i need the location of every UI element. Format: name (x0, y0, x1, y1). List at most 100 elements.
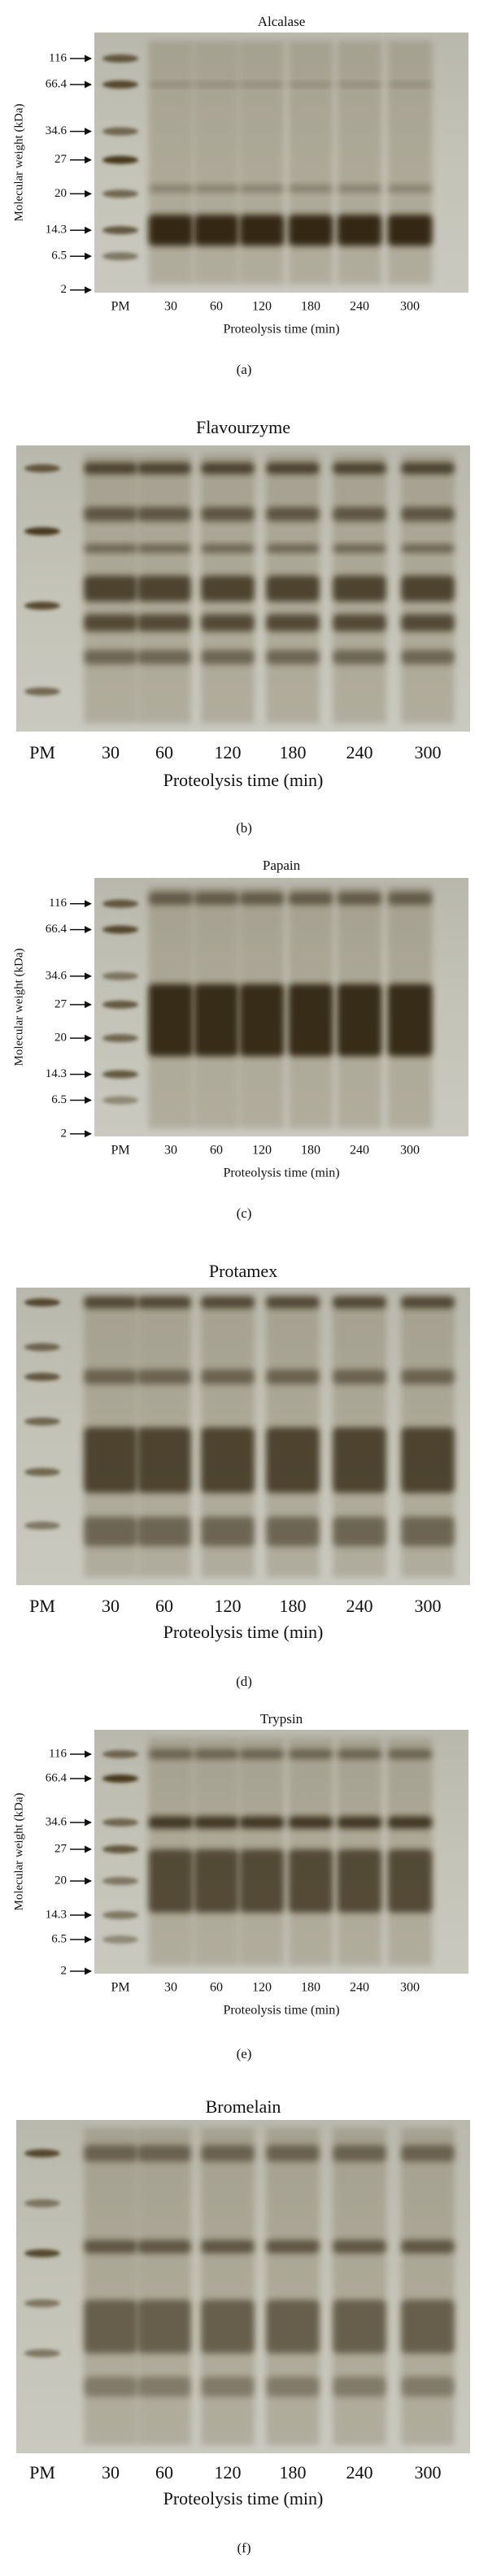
protein-band (194, 1849, 239, 1913)
protein-band (266, 544, 320, 553)
marker-label: 6.5 (51, 250, 67, 263)
protein-band (266, 2239, 320, 2253)
protein-band (201, 2300, 255, 2353)
protein-band (148, 892, 194, 906)
lane-smear (288, 41, 333, 285)
protein-band (333, 614, 386, 632)
protein-band (84, 2376, 137, 2397)
protein-band (137, 2239, 191, 2253)
lane-smear (387, 41, 433, 285)
protein-band (201, 614, 255, 632)
panel: Bromelain PM 30 60 120 180 240 300 Proteolysis t… (16, 2096, 470, 2556)
protein-band (266, 2144, 320, 2162)
protein-band (266, 1516, 320, 1547)
marker-label: 116 (49, 51, 67, 64)
lane-smear (201, 2128, 255, 2445)
protein-band (201, 463, 255, 475)
protein-band (201, 2239, 255, 2253)
x-axis-label: Proteolysis time (min) (223, 1166, 339, 1180)
lane-smear (137, 2128, 191, 2445)
lane-label: 300 (415, 2462, 442, 2483)
protein-band (137, 544, 191, 553)
protein-band (137, 1516, 191, 1547)
marker-label: 116 (49, 897, 67, 910)
panel-caption: (e) (237, 2046, 252, 2061)
lane-label: 240 (350, 1981, 369, 1995)
marker-band (102, 1935, 138, 1944)
protein-band (201, 1296, 255, 1309)
protein-band (266, 614, 320, 632)
protein-band (239, 81, 285, 88)
protein-band (288, 984, 333, 1057)
protein-band (239, 892, 285, 906)
panel-title: Alcalase (258, 14, 306, 29)
protein-band (333, 1516, 386, 1547)
lane-label: 120 (215, 2462, 242, 2483)
lane-label: 60 (155, 742, 173, 762)
protein-band (84, 2144, 137, 2162)
marker-band (24, 1467, 60, 1476)
panel-caption: (d) (236, 1674, 252, 1689)
marker-label: 66.4 (46, 923, 68, 936)
lane-label: 180 (280, 2462, 307, 2483)
marker-band (102, 1911, 138, 1919)
x-axis-label: Proteolysis time (min) (163, 1622, 324, 1642)
lane-smear (266, 2128, 320, 2445)
protein-band (401, 1427, 455, 1493)
marker-band (24, 602, 60, 610)
protein-band (337, 1849, 382, 1913)
protein-band (333, 2144, 386, 2162)
protein-band (148, 215, 194, 246)
protein-band (288, 1849, 333, 1913)
marker-label: 14.3 (46, 1908, 67, 1921)
protein-band (266, 1369, 320, 1384)
panel: Trypsin PM 30 60 120 180 240 300 116 66.4 34.6 27 20… (12, 1711, 468, 2061)
protein-band (194, 81, 239, 88)
x-axis-label: Proteolysis time (min) (223, 323, 339, 337)
lane-label: 300 (400, 1144, 420, 1158)
marker-band (102, 1750, 138, 1758)
protein-band (239, 984, 285, 1057)
protein-band (194, 984, 239, 1057)
marker-band (102, 899, 138, 908)
protein-band (401, 614, 455, 632)
protein-band (288, 215, 333, 246)
protein-band (137, 2300, 191, 2353)
protein-band (333, 2300, 386, 2353)
protein-band (288, 1749, 333, 1759)
y-axis-label: Molecular weight (kDa) (12, 949, 25, 1066)
protein-band (288, 1816, 333, 1829)
lane-label: 30 (102, 742, 120, 762)
marker-band (102, 155, 138, 164)
protein-band (337, 1749, 382, 1759)
protein-band (401, 649, 455, 665)
marker-label: 116 (49, 1747, 67, 1760)
protein-band (239, 1849, 285, 1913)
protein-band (333, 1296, 386, 1309)
protein-band (201, 506, 255, 522)
protein-band (401, 506, 455, 522)
protein-band (337, 892, 382, 906)
x-axis-label: Proteolysis time (min) (163, 2488, 324, 2509)
protein-band (333, 576, 386, 602)
marker-band (102, 1096, 138, 1105)
panel-title: Papain (263, 858, 301, 873)
marker-band (24, 1521, 60, 1530)
marker-label: 20 (54, 1874, 67, 1887)
protein-band (137, 1369, 191, 1384)
lane-label: PM (29, 742, 55, 762)
protein-band (401, 463, 455, 475)
protein-band (194, 185, 239, 193)
marker-band (102, 1818, 138, 1827)
x-axis-label: Proteolysis time (min) (223, 2004, 339, 2018)
protein-band (333, 506, 386, 522)
protein-band (387, 215, 433, 246)
protein-band (387, 1749, 433, 1759)
panel: Papain PM 30 60 120 180 240 300 116 66.4 34.6 27 20 1… (12, 858, 468, 1221)
marker-band (24, 1343, 60, 1352)
lane-label: 60 (210, 1981, 223, 1995)
protein-band (137, 1427, 191, 1493)
marker-label: 6.5 (51, 1932, 67, 1945)
protein-band (84, 1296, 137, 1309)
protein-band (148, 1749, 194, 1759)
